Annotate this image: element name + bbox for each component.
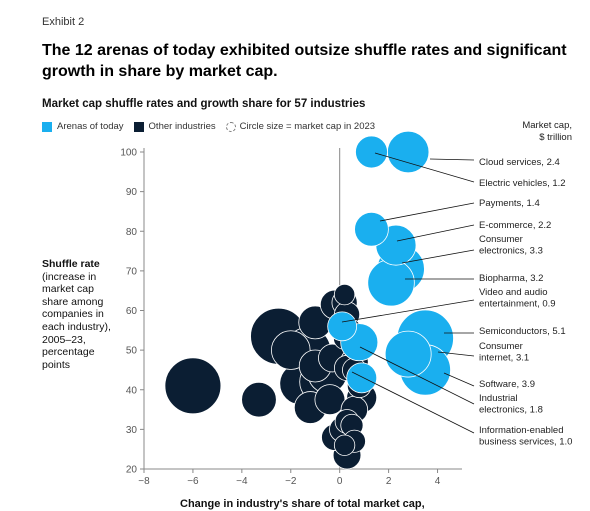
annotation-label: Payments, 1.4 <box>479 198 540 209</box>
bubble-other-industry <box>333 283 356 306</box>
annotation-label: E-commerce, 2.2 <box>479 220 551 231</box>
annotation-label-line: Consumer <box>479 341 523 352</box>
y-tick-label: 90 <box>126 187 138 198</box>
legend-item-arenas: Arenas of today <box>42 121 124 132</box>
chart-legend: Arenas of today Other industries Circle … <box>42 121 385 132</box>
y-tick-label: 100 <box>120 148 137 159</box>
y-tick-label: 30 <box>126 425 138 436</box>
legend-label-others: Other industries <box>148 121 216 132</box>
annotation-label-line: Industrial <box>479 393 518 404</box>
annotation-leader-line <box>341 299 475 323</box>
annotation-label: Video and audio entertainment, 0.9 <box>479 287 556 310</box>
legend-swatch-arenas <box>42 121 52 132</box>
annotation-label-line: entertainment, 0.9 <box>479 299 556 310</box>
x-tick-label: −4 <box>236 476 248 487</box>
annotation-label-line: Electric vehicles, 1.2 <box>479 178 566 189</box>
legend-label-size: Circle size = market cap in 2023 <box>239 121 376 132</box>
annotation-label-line: Payments, 1.4 <box>479 198 540 209</box>
bubble-arena <box>327 311 357 342</box>
annotation-leader-line <box>351 371 475 434</box>
size-unit-line2: $ trillion <box>539 132 572 143</box>
annotation-label: Semiconductors, 5.1 <box>479 326 566 337</box>
annotation-label: Cloud services, 2.4 <box>479 157 560 168</box>
bubble-arena <box>387 130 430 174</box>
annotation-leader-line <box>437 351 475 357</box>
annotation-label-line: Software, 3.9 <box>479 379 535 390</box>
y-tick-label: 50 <box>126 346 138 357</box>
annotation-leader-line <box>396 224 475 242</box>
x-tick-label: 4 <box>435 476 441 487</box>
y-tick-label: 40 <box>126 385 138 396</box>
bubble-arena <box>354 211 389 247</box>
annotation-label-line: Video and audio <box>479 287 548 298</box>
y-tick-label: 60 <box>126 306 138 317</box>
annotation-label-line: Consumer <box>479 234 523 245</box>
annotation-leader-line <box>359 346 475 405</box>
bubble-other-industry <box>333 434 356 456</box>
annotation-label-line: internet, 3.1 <box>479 353 529 364</box>
annotation-label-line: E-commerce, 2.2 <box>479 220 551 231</box>
annotation-label: Consumer electronics, 3.3 <box>479 234 543 257</box>
annotation-label-line: electronics, 1.8 <box>479 405 543 416</box>
bubble-arena <box>346 362 378 394</box>
annotation-label-line: electronics, 3.3 <box>479 246 543 257</box>
x-tick-label: −8 <box>138 476 150 487</box>
bubble-arena <box>355 135 388 169</box>
dashed-circle-icon <box>225 121 236 132</box>
annotation-leader-line <box>401 249 475 264</box>
legend-label-arenas: Arenas of today <box>57 121 124 132</box>
x-tick-label: 0 <box>337 476 343 487</box>
legend-swatch-others <box>133 121 144 132</box>
y-tick-label: 70 <box>126 266 138 277</box>
x-tick-label: −2 <box>285 476 297 487</box>
y-axis-label: Shuffle rate (increase in market cap sha… <box>42 258 122 371</box>
x-tick-label: 2 <box>386 476 392 487</box>
chart-subtitle: Market cap shuffle rates and growth shar… <box>42 98 366 110</box>
size-unit-line1: Market cap, <box>522 120 572 131</box>
annotation-label-line: Cloud services, 2.4 <box>479 157 560 168</box>
bubble-other-industry <box>241 381 277 418</box>
x-axis-label: Change in industry's share of total mark… <box>180 498 425 510</box>
legend-item-others: Other industries <box>133 121 216 132</box>
bubble-arena <box>384 330 432 378</box>
page-title: The 12 arenas of today exhibited outsize… <box>42 42 567 80</box>
annotation-leader-line <box>429 158 475 161</box>
bubble-other-industry <box>314 384 346 416</box>
size-unit-label: Market cap, $ trillion <box>508 120 572 144</box>
bubble-other-industry <box>164 357 222 415</box>
annotation-leader-line <box>374 152 475 183</box>
annotation-label-line: business services, 1.0 <box>479 437 572 448</box>
annotation-label: Industrial electronics, 1.8 <box>479 393 543 416</box>
annotation-label-line: Information-enabled <box>479 425 564 436</box>
annotation-label: Consumer internet, 3.1 <box>479 341 529 364</box>
annotation-label-line: Semiconductors, 5.1 <box>479 326 566 337</box>
exhibit-number: Exhibit 2 <box>42 16 85 28</box>
y-axis-label-bold: Shuffle rate <box>42 258 100 270</box>
annotation-label: Electric vehicles, 1.2 <box>479 178 566 189</box>
bubble-arena <box>367 259 415 307</box>
annotation-leader-line <box>379 202 475 222</box>
annotation-label: Software, 3.9 <box>479 379 535 390</box>
annotation-label: Biopharma, 3.2 <box>479 273 543 284</box>
y-axis-label-rest: (increase in market cap share among comp… <box>42 270 111 371</box>
y-tick-label: 80 <box>126 227 138 238</box>
y-tick-label: 20 <box>126 465 138 476</box>
annotation-label: Information-enabled business services, 1.… <box>479 425 572 448</box>
annotation-leader-line <box>443 372 475 387</box>
x-tick-label: −6 <box>187 476 199 487</box>
annotation-label-line: Biopharma, 3.2 <box>479 273 543 284</box>
legend-item-size: Circle size = market cap in 2023 <box>225 121 376 132</box>
